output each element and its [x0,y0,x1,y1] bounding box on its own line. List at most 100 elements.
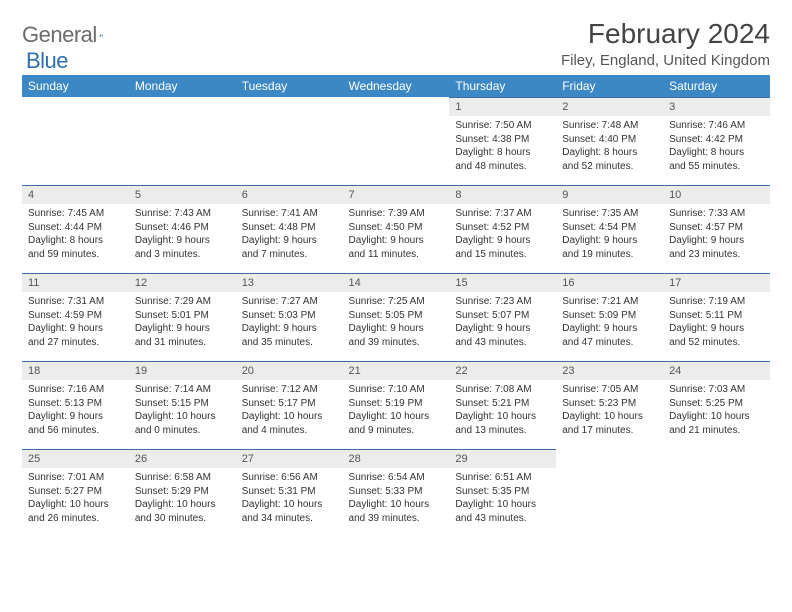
day-line-d1: Daylight: 10 hours [562,410,657,424]
day-cell: 13Sunrise: 7:27 AMSunset: 5:03 PMDayligh… [236,273,343,361]
day-line-sr: Sunrise: 7:03 AM [669,383,764,397]
day-line-d2: and 59 minutes. [28,248,123,262]
day-line-sr: Sunrise: 7:01 AM [28,471,123,485]
location: Filey, England, United Kingdom [561,52,770,69]
day-number: 6 [236,185,343,204]
day-cell [22,97,129,185]
day-number: 12 [129,273,236,292]
day-cell: 25Sunrise: 7:01 AMSunset: 5:27 PMDayligh… [22,449,129,537]
day-line-d2: and 17 minutes. [562,424,657,438]
day-line-sr: Sunrise: 6:51 AM [455,471,550,485]
day-number: 10 [663,185,770,204]
day-line-ss: Sunset: 5:07 PM [455,309,550,323]
day-line-sr: Sunrise: 7:27 AM [242,295,337,309]
day-line-sr: Sunrise: 7:31 AM [28,295,123,309]
day-cell [556,449,663,537]
day-line-ss: Sunset: 5:31 PM [242,485,337,499]
day-line-d2: and 52 minutes. [562,160,657,174]
day-body: Sunrise: 6:54 AMSunset: 5:33 PMDaylight:… [343,468,450,529]
day-line-ss: Sunset: 5:15 PM [135,397,230,411]
day-number: 11 [22,273,129,292]
day-line-d1: Daylight: 9 hours [242,322,337,336]
col-sunday: Sunday [22,75,129,97]
day-number: 9 [556,185,663,204]
day-line-d2: and 52 minutes. [669,336,764,350]
day-line-sr: Sunrise: 7:35 AM [562,207,657,221]
day-body: Sunrise: 7:41 AMSunset: 4:48 PMDaylight:… [236,204,343,265]
day-line-d1: Daylight: 9 hours [562,234,657,248]
day-body: Sunrise: 7:48 AMSunset: 4:40 PMDaylight:… [556,116,663,177]
day-number: 17 [663,273,770,292]
day-number: 5 [129,185,236,204]
day-line-ss: Sunset: 4:57 PM [669,221,764,235]
day-line-d1: Daylight: 8 hours [669,146,764,160]
day-line-d2: and 3 minutes. [135,248,230,262]
day-number: 19 [129,361,236,380]
day-line-d1: Daylight: 8 hours [562,146,657,160]
day-line-ss: Sunset: 5:17 PM [242,397,337,411]
day-body: Sunrise: 7:21 AMSunset: 5:09 PMDaylight:… [556,292,663,353]
day-line-ss: Sunset: 4:52 PM [455,221,550,235]
day-line-d2: and 39 minutes. [349,512,444,526]
day-body: Sunrise: 7:33 AMSunset: 4:57 PMDaylight:… [663,204,770,265]
day-number: 25 [22,449,129,468]
day-line-ss: Sunset: 5:13 PM [28,397,123,411]
day-cell: 7Sunrise: 7:39 AMSunset: 4:50 PMDaylight… [343,185,450,273]
day-number: 1 [449,97,556,116]
day-body: Sunrise: 7:35 AMSunset: 4:54 PMDaylight:… [556,204,663,265]
day-body: Sunrise: 7:08 AMSunset: 5:21 PMDaylight:… [449,380,556,441]
day-line-d1: Daylight: 10 hours [455,410,550,424]
day-line-d1: Daylight: 10 hours [669,410,764,424]
day-line-sr: Sunrise: 7:39 AM [349,207,444,221]
day-line-sr: Sunrise: 7:16 AM [28,383,123,397]
day-cell: 11Sunrise: 7:31 AMSunset: 4:59 PMDayligh… [22,273,129,361]
day-number: 14 [343,273,450,292]
day-line-d1: Daylight: 10 hours [455,498,550,512]
day-cell: 6Sunrise: 7:41 AMSunset: 4:48 PMDaylight… [236,185,343,273]
day-line-ss: Sunset: 5:33 PM [349,485,444,499]
day-line-d2: and 31 minutes. [135,336,230,350]
day-number: 16 [556,273,663,292]
header: General February 2024 Filey, England, Un… [22,18,770,69]
day-line-ss: Sunset: 5:21 PM [455,397,550,411]
day-body: Sunrise: 6:51 AMSunset: 5:35 PMDaylight:… [449,468,556,529]
day-line-sr: Sunrise: 7:37 AM [455,207,550,221]
week-row: 25Sunrise: 7:01 AMSunset: 5:27 PMDayligh… [22,449,770,537]
day-cell: 19Sunrise: 7:14 AMSunset: 5:15 PMDayligh… [129,361,236,449]
day-line-d1: Daylight: 10 hours [349,410,444,424]
day-line-ss: Sunset: 5:05 PM [349,309,444,323]
col-thursday: Thursday [449,75,556,97]
day-body: Sunrise: 7:03 AMSunset: 5:25 PMDaylight:… [663,380,770,441]
day-line-sr: Sunrise: 7:08 AM [455,383,550,397]
day-number: 2 [556,97,663,116]
day-body: Sunrise: 7:01 AMSunset: 5:27 PMDaylight:… [22,468,129,529]
day-number: 28 [343,449,450,468]
day-line-d2: and 26 minutes. [28,512,123,526]
week-row: 1Sunrise: 7:50 AMSunset: 4:38 PMDaylight… [22,97,770,185]
day-cell: 5Sunrise: 7:43 AMSunset: 4:46 PMDaylight… [129,185,236,273]
logo-subline: Blue [26,48,68,74]
day-line-sr: Sunrise: 7:25 AM [349,295,444,309]
day-line-d2: and 21 minutes. [669,424,764,438]
day-number: 20 [236,361,343,380]
day-line-d2: and 7 minutes. [242,248,337,262]
day-line-ss: Sunset: 5:09 PM [562,309,657,323]
day-number: 4 [22,185,129,204]
day-line-ss: Sunset: 4:59 PM [28,309,123,323]
day-cell: 20Sunrise: 7:12 AMSunset: 5:17 PMDayligh… [236,361,343,449]
day-number: 21 [343,361,450,380]
day-body: Sunrise: 7:29 AMSunset: 5:01 PMDaylight:… [129,292,236,353]
day-line-d1: Daylight: 10 hours [135,498,230,512]
day-line-d1: Daylight: 8 hours [28,234,123,248]
day-body: Sunrise: 7:45 AMSunset: 4:44 PMDaylight:… [22,204,129,265]
day-number: 24 [663,361,770,380]
day-line-d2: and 34 minutes. [242,512,337,526]
day-number: 3 [663,97,770,116]
day-line-d2: and 23 minutes. [669,248,764,262]
day-line-d2: and 43 minutes. [455,512,550,526]
day-cell: 9Sunrise: 7:35 AMSunset: 4:54 PMDaylight… [556,185,663,273]
day-line-ss: Sunset: 4:40 PM [562,133,657,147]
day-cell: 15Sunrise: 7:23 AMSunset: 5:07 PMDayligh… [449,273,556,361]
col-friday: Friday [556,75,663,97]
day-body: Sunrise: 7:23 AMSunset: 5:07 PMDaylight:… [449,292,556,353]
